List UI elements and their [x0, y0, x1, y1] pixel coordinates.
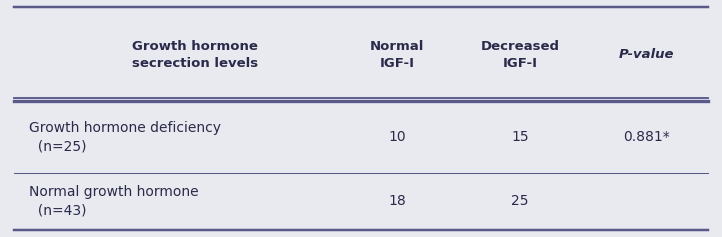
Text: Growth hormone deficiency
  (n=25): Growth hormone deficiency (n=25) [29, 121, 221, 154]
Text: Growth hormone
secrection levels: Growth hormone secrection levels [132, 40, 258, 69]
Text: P-value: P-value [619, 48, 674, 61]
Text: 0.881*: 0.881* [623, 130, 669, 145]
Text: 15: 15 [511, 130, 529, 145]
Text: Normal growth hormone
  (n=43): Normal growth hormone (n=43) [29, 185, 199, 218]
Text: Decreased
IGF-I: Decreased IGF-I [480, 40, 560, 69]
Text: 10: 10 [388, 130, 406, 145]
Text: 18: 18 [388, 194, 406, 209]
Text: Normal
IGF-I: Normal IGF-I [370, 40, 425, 69]
Text: 25: 25 [511, 194, 529, 209]
